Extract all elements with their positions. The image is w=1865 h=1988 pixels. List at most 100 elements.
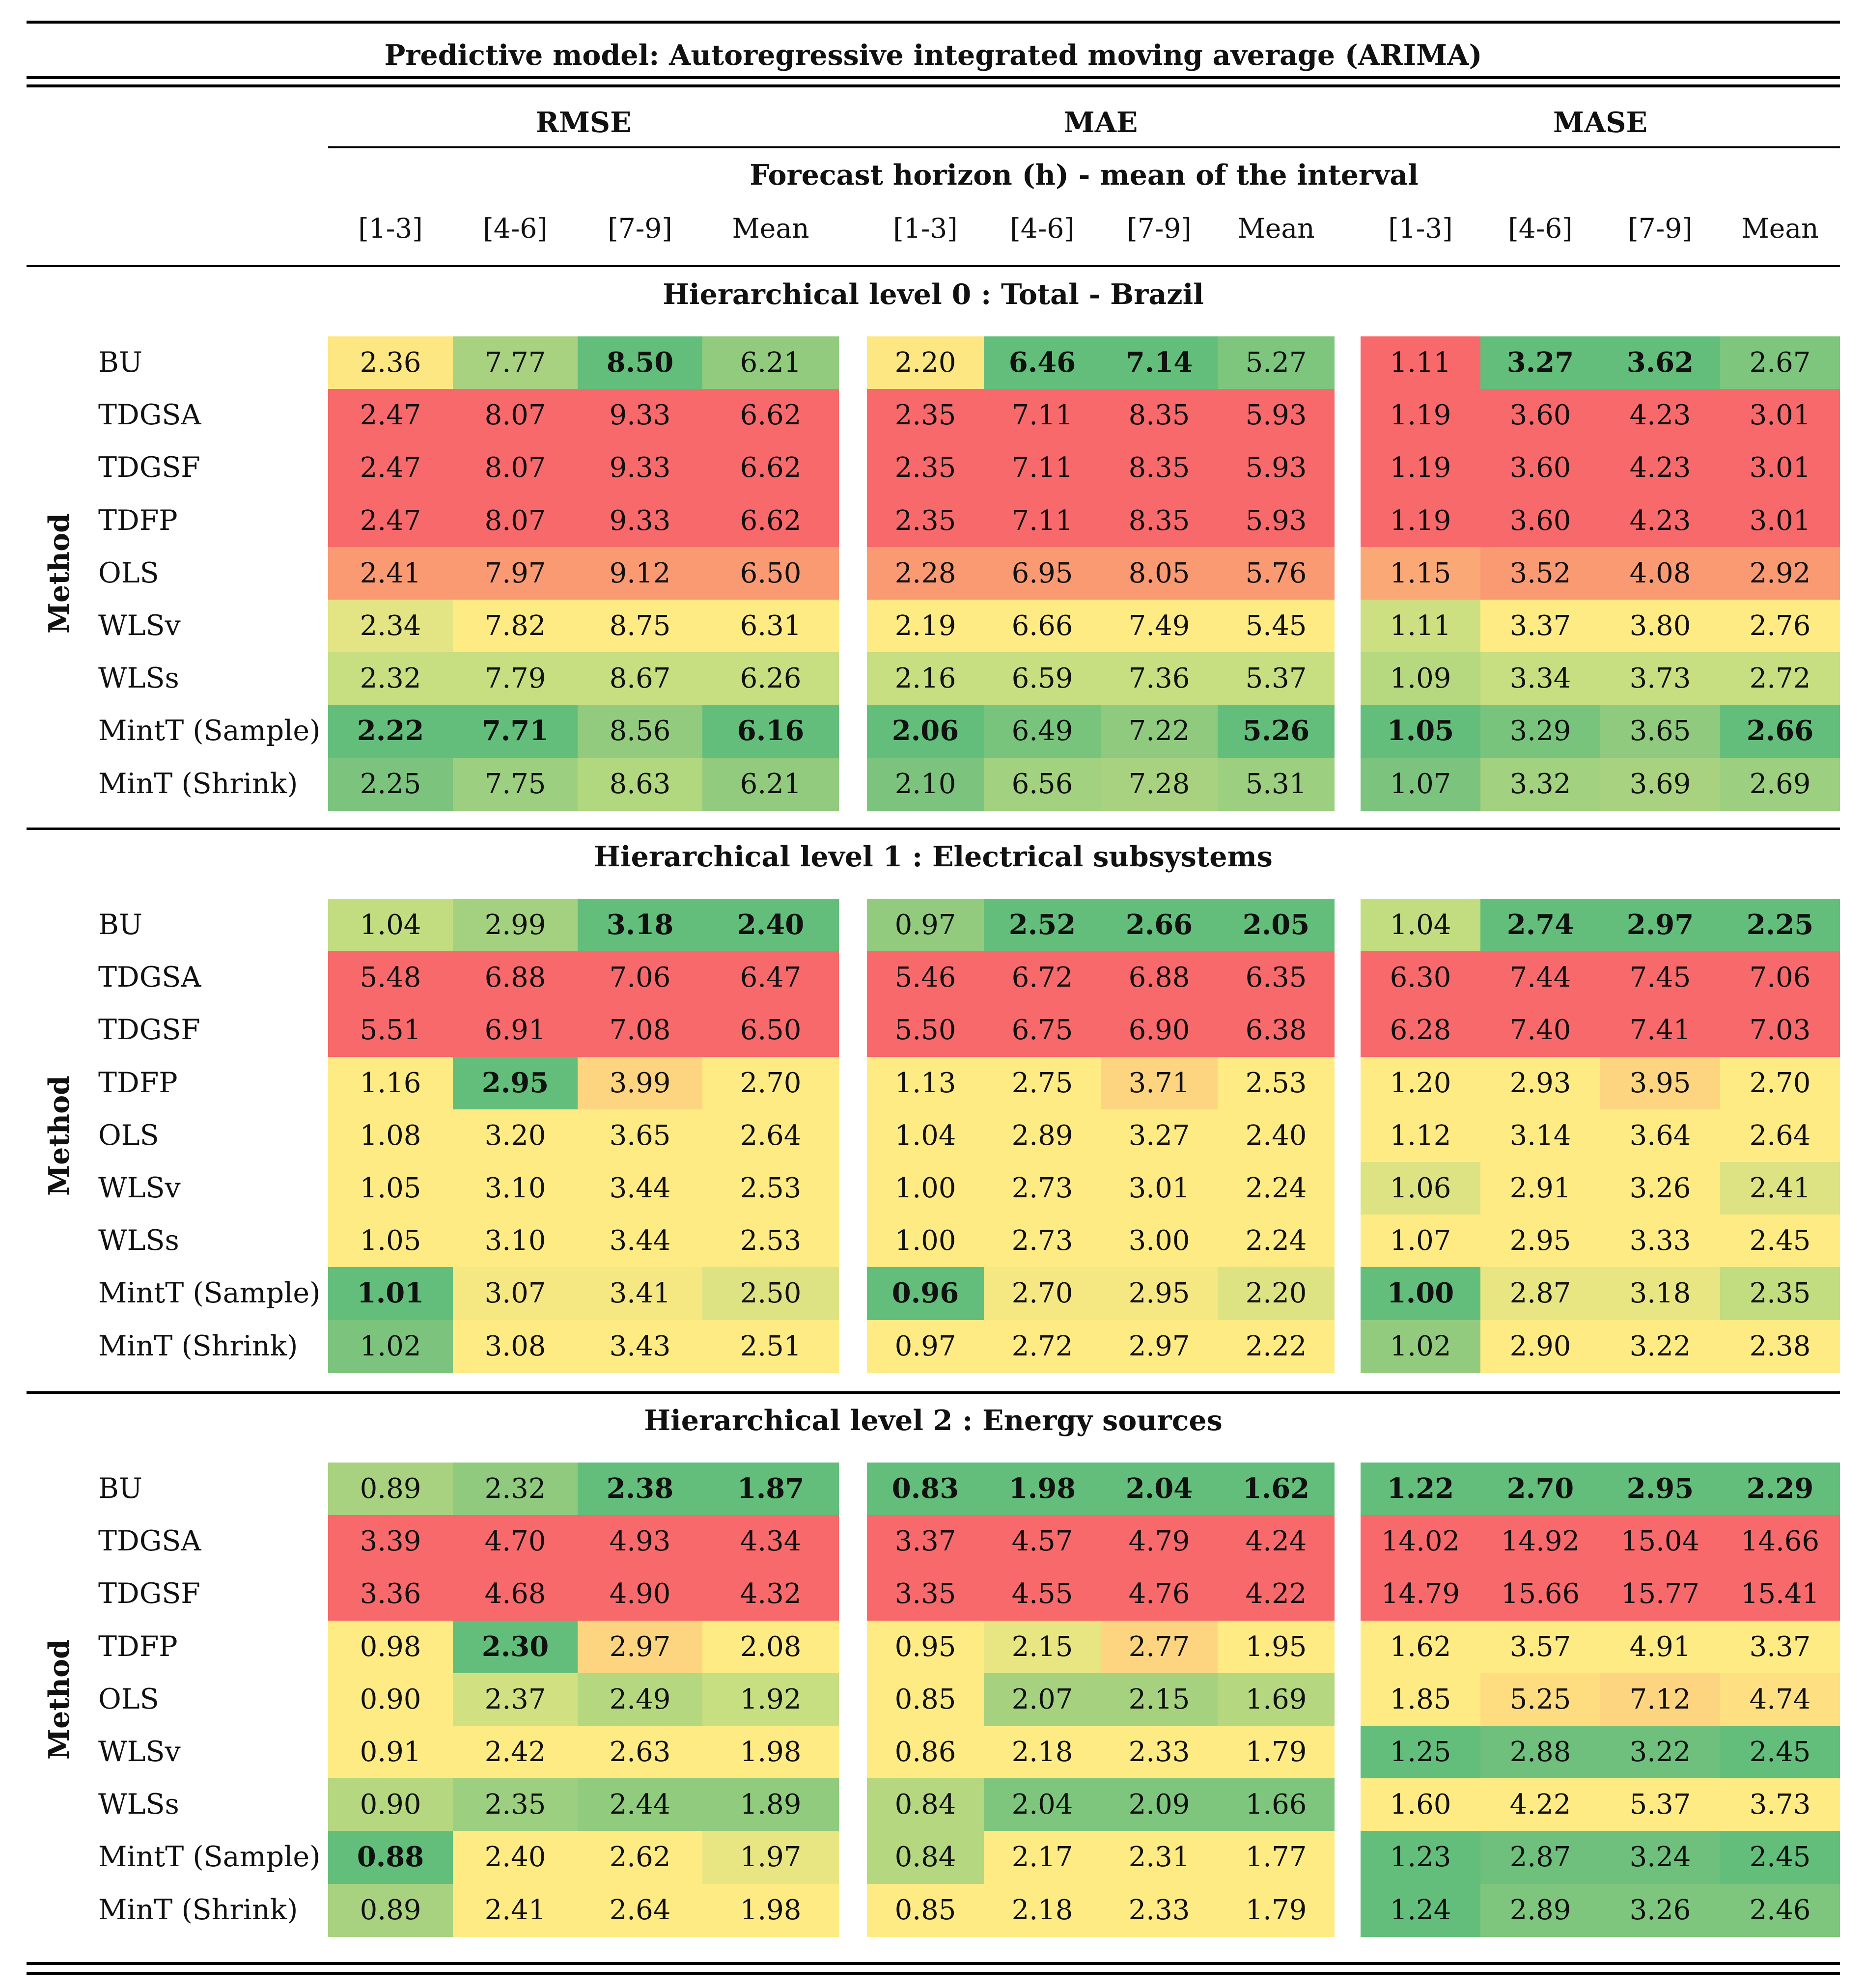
value-cell: 1.15 [1361,547,1480,600]
value-cell: 3.26 [1600,1883,1720,1937]
value-cell: 2.38 [578,1463,702,1516]
value-cell: 8.35 [1101,494,1218,548]
value-cell: 2.47 [328,389,453,442]
method-row-label: MintT (Sample) [98,1841,321,1874]
value-cell: 1.08 [328,1109,453,1162]
value-cell: 6.59 [984,652,1101,706]
value-cell: 2.42 [453,1726,578,1779]
value-cell: 8.67 [578,652,702,706]
value-cell: 2.24 [1218,1215,1335,1268]
value-cell: 5.50 [867,1004,984,1057]
value-cell: 2.45 [1720,1831,1840,1884]
value-cell: 9.12 [578,547,702,600]
value-cell: 1.07 [1361,757,1480,811]
value-cell: 1.79 [1218,1726,1335,1779]
value-cell: 6.28 [1361,1004,1480,1057]
value-cell: 2.08 [702,1620,839,1674]
value-cell: 2.76 [1720,600,1840,653]
method-row-label: MinT (Shrink) [98,767,298,800]
value-cell: 3.65 [578,1109,702,1162]
value-cell: 2.97 [1101,1320,1218,1373]
value-cell: 6.26 [702,652,839,706]
value-cell: 1.89 [702,1778,839,1832]
value-cell: 0.96 [867,1267,984,1321]
value-cell: 2.64 [578,1883,702,1937]
value-cell: 4.22 [1480,1778,1600,1832]
value-cell: 1.23 [1361,1831,1480,1884]
value-cell: 2.70 [1720,1056,1840,1110]
value-cell: 2.20 [867,336,984,389]
value-cell: 8.75 [578,600,702,653]
value-cell: 1.11 [1361,600,1480,653]
value-cell: 1.85 [1361,1673,1480,1726]
value-cell: 2.63 [578,1726,702,1779]
value-cell: 2.53 [702,1162,839,1215]
value-cell: 0.86 [867,1726,984,1779]
value-cell: 2.45 [1720,1215,1840,1268]
value-cell: 2.32 [328,652,453,706]
metric-header-mae: MAE [1063,106,1138,139]
value-cell: 6.38 [1218,1004,1335,1057]
value-cell: 3.44 [578,1215,702,1268]
value-cell: 2.41 [453,1883,578,1937]
value-cell: 4.23 [1600,494,1720,548]
method-row-label: TDGSF [98,1577,200,1610]
value-cell: 2.72 [984,1320,1101,1373]
value-cell: 1.02 [1361,1320,1480,1373]
level-title: Hierarchical level 2 : Energy sources [644,1404,1223,1437]
value-cell: 1.62 [1218,1463,1335,1516]
value-cell: 1.00 [867,1215,984,1268]
value-cell: 1.12 [1361,1109,1480,1162]
value-cell: 4.08 [1600,547,1720,600]
value-cell: 2.19 [867,600,984,653]
value-cell: 6.21 [702,757,839,811]
value-cell: 3.37 [1480,600,1600,653]
value-cell: 5.37 [1218,652,1335,706]
value-cell: 0.90 [328,1673,453,1726]
value-cell: 3.22 [1600,1320,1720,1373]
value-cell: 2.51 [702,1320,839,1373]
value-cell: 2.95 [1101,1267,1218,1321]
value-cell: 2.46 [1720,1883,1840,1937]
title-rule-1 [27,76,1840,79]
column-header: [1-3] [893,213,958,244]
value-cell: 1.05 [328,1215,453,1268]
value-cell: 3.01 [1720,389,1840,442]
value-cell: 1.19 [1361,389,1480,442]
value-cell: 1.00 [1361,1267,1480,1321]
value-cell: 2.40 [453,1831,578,1884]
value-cell: 0.95 [867,1620,984,1674]
value-cell: 1.60 [1361,1778,1480,1832]
metric-group-rule [328,146,1840,148]
value-cell: 4.93 [578,1515,702,1569]
value-cell: 4.90 [578,1568,702,1621]
value-cell: 2.22 [328,705,453,758]
value-cell: 4.34 [702,1515,839,1569]
value-cell: 6.47 [702,951,839,1005]
value-cell: 2.74 [1480,899,1600,952]
value-cell: 2.25 [328,757,453,811]
value-cell: 1.66 [1218,1778,1335,1832]
value-cell: 3.60 [1480,442,1600,495]
method-row-label: OLS [98,1119,159,1152]
column-header: [4-6] [483,213,548,244]
value-cell: 7.75 [453,757,578,811]
value-cell: 3.73 [1720,1778,1840,1832]
metric-header-rmse: RMSE [535,106,632,139]
method-row-label: MintT (Sample) [98,1277,321,1310]
forecast-horizon-subheader: Forecast horizon (h) - mean of the inter… [750,159,1419,192]
value-cell: 8.07 [453,389,578,442]
value-cell: 1.98 [702,1726,839,1779]
value-cell: 2.87 [1480,1831,1600,1884]
method-row-label: TDGSA [98,399,201,432]
value-cell: 2.35 [867,442,984,495]
value-cell: 6.62 [702,389,839,442]
value-cell: 6.95 [984,547,1101,600]
value-cell: 1.62 [1361,1620,1480,1674]
value-cell: 0.98 [328,1620,453,1674]
value-cell: 2.47 [328,494,453,548]
column-header: Mean [1741,213,1819,244]
value-cell: 3.37 [867,1515,984,1569]
value-cell: 2.95 [1600,1463,1720,1516]
value-cell: 3.10 [453,1215,578,1268]
